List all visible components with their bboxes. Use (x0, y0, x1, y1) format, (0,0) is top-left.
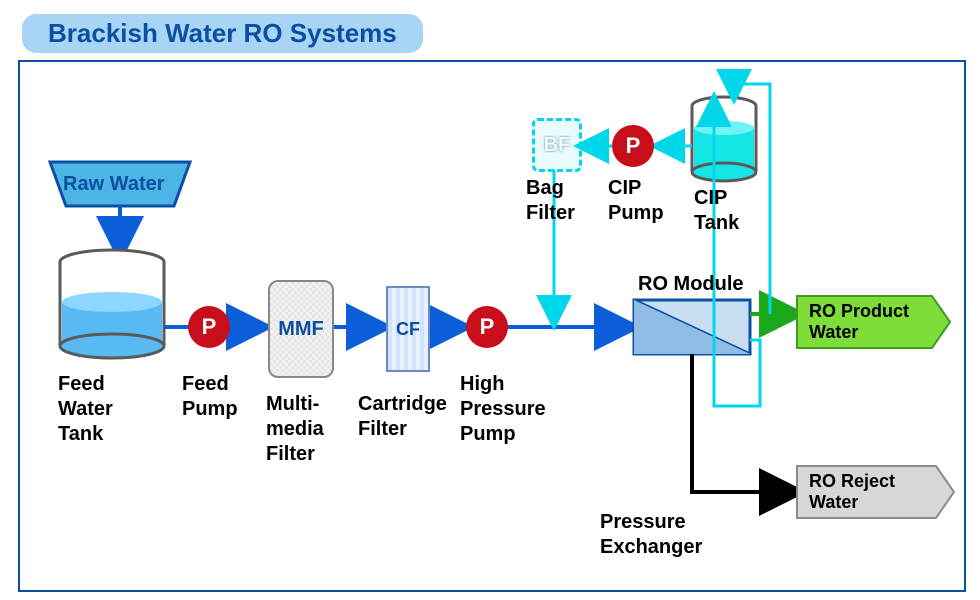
cip-pump-label: CIP Pump (608, 176, 664, 226)
feed-pump-label: Feed Pump (182, 372, 238, 422)
feed-pump-icon: P (188, 306, 230, 348)
reject-water-label: RO Reject Water (797, 466, 965, 518)
cf-box: CF (386, 286, 430, 372)
diagram-canvas: Brackish Water RO Systems (0, 0, 980, 600)
flow-reject (692, 354, 795, 492)
hp-pump-icon: P (466, 306, 508, 348)
cip-tank-label: CIP Tank (694, 186, 739, 236)
feed-tank-label: Feed Water Tank (58, 372, 113, 447)
pressure-ex-label: Pressure Exchanger (600, 510, 702, 560)
ro-module-shape (634, 300, 750, 354)
product-water-label: RO Product Water (797, 296, 961, 348)
raw-water-label: Raw Water (63, 172, 165, 197)
mmf-box: MMF (268, 280, 334, 378)
cip-pump-icon: P (612, 125, 654, 167)
ro-module-label: RO Module (638, 272, 744, 297)
cf-label: Cartridge Filter (358, 392, 447, 442)
bag-filter-label: Bag Filter (526, 176, 575, 226)
hp-pump-label: High Pressure Pump (460, 372, 546, 447)
feed-tank-shape (60, 250, 164, 358)
cip-tank-shape (692, 97, 756, 181)
mmf-label: Multi- media Filter (266, 392, 324, 467)
bag-filter-box: BF (532, 118, 582, 172)
